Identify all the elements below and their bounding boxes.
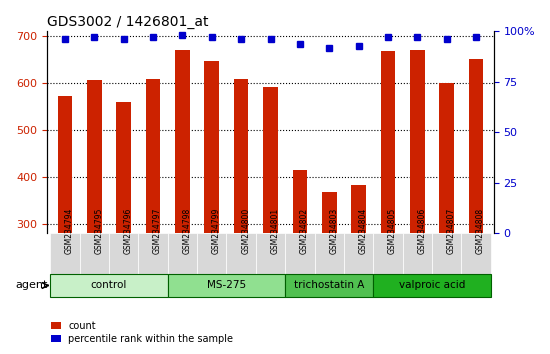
Text: GSM234798: GSM234798: [183, 208, 191, 254]
FancyBboxPatch shape: [432, 233, 461, 274]
Bar: [410, 50, 425, 233]
Bar: [351, 185, 366, 233]
Bar: [146, 79, 161, 233]
Text: GSM234802: GSM234802: [300, 208, 309, 254]
Text: trichostatin A: trichostatin A: [294, 280, 365, 291]
Bar: [205, 61, 219, 233]
FancyBboxPatch shape: [344, 233, 373, 274]
Text: GSM234800: GSM234800: [241, 208, 250, 254]
FancyBboxPatch shape: [403, 233, 432, 274]
FancyBboxPatch shape: [168, 233, 197, 274]
Bar: [469, 59, 483, 233]
FancyBboxPatch shape: [139, 233, 168, 274]
FancyBboxPatch shape: [285, 233, 315, 274]
Text: GSM234804: GSM234804: [359, 208, 367, 254]
FancyBboxPatch shape: [109, 233, 139, 274]
FancyBboxPatch shape: [256, 233, 285, 274]
FancyBboxPatch shape: [373, 274, 491, 297]
Text: GSM234795: GSM234795: [95, 208, 103, 254]
Bar: [87, 80, 102, 233]
FancyBboxPatch shape: [80, 233, 109, 274]
FancyBboxPatch shape: [461, 233, 491, 274]
FancyBboxPatch shape: [315, 233, 344, 274]
Bar: [117, 102, 131, 233]
Bar: [439, 83, 454, 233]
Text: GSM234807: GSM234807: [447, 208, 456, 254]
FancyBboxPatch shape: [197, 233, 227, 274]
FancyBboxPatch shape: [50, 233, 80, 274]
FancyBboxPatch shape: [50, 274, 168, 297]
Text: agent: agent: [15, 280, 47, 291]
Text: GSM234803: GSM234803: [329, 208, 338, 254]
Bar: [58, 96, 73, 233]
Text: GSM234797: GSM234797: [153, 208, 162, 254]
FancyBboxPatch shape: [168, 274, 285, 297]
Text: GSM234808: GSM234808: [476, 208, 485, 254]
Bar: [263, 87, 278, 233]
Text: valproic acid: valproic acid: [399, 280, 465, 291]
Text: GSM234801: GSM234801: [271, 208, 279, 254]
Bar: [234, 79, 249, 233]
FancyBboxPatch shape: [227, 233, 256, 274]
Text: GSM234794: GSM234794: [65, 208, 74, 254]
FancyBboxPatch shape: [373, 233, 403, 274]
Bar: [322, 192, 337, 233]
Bar: [293, 170, 307, 233]
Text: MS-275: MS-275: [207, 280, 246, 291]
Text: GDS3002 / 1426801_at: GDS3002 / 1426801_at: [47, 15, 209, 29]
Text: GSM234806: GSM234806: [417, 208, 426, 254]
FancyBboxPatch shape: [285, 274, 373, 297]
Bar: [381, 51, 395, 233]
Legend: count, percentile rank within the sample: count, percentile rank within the sample: [49, 319, 235, 346]
Text: GSM234796: GSM234796: [124, 208, 133, 254]
Bar: [175, 50, 190, 233]
Text: GSM234805: GSM234805: [388, 208, 397, 254]
Text: control: control: [91, 280, 127, 291]
Text: GSM234799: GSM234799: [212, 208, 221, 254]
